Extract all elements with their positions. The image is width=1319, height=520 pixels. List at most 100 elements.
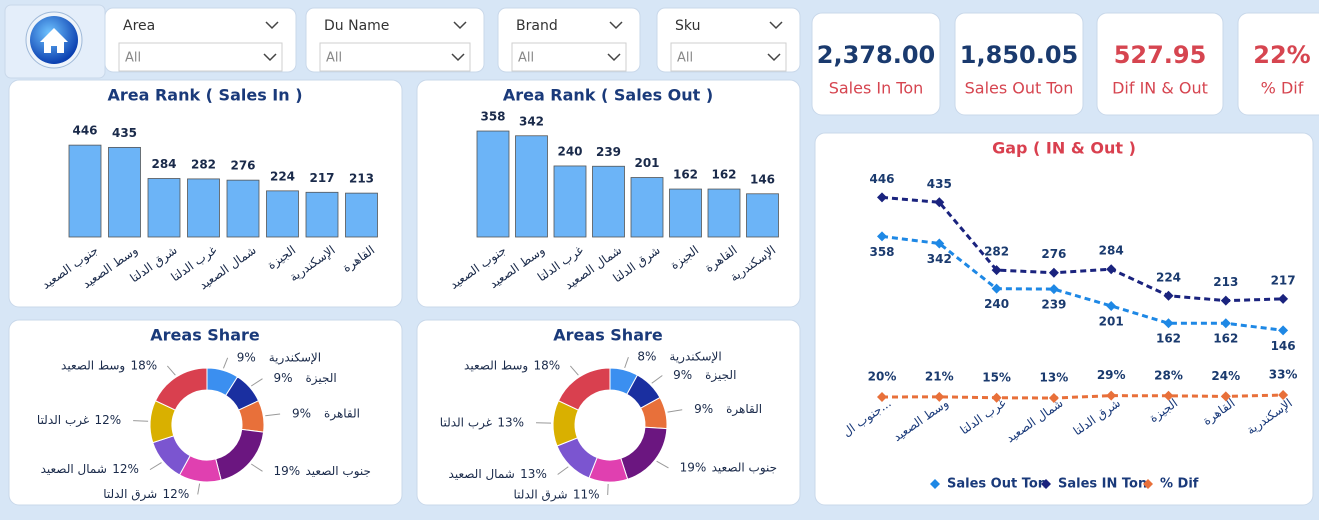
data-point [1048, 284, 1059, 295]
slice-value-label: 11% [573, 487, 600, 501]
chart-card [416, 319, 801, 506]
point-value-label: 239 [1041, 298, 1066, 312]
filter-dropdown[interactable] [511, 42, 627, 72]
slice-category-label: الإسكندرية [269, 350, 321, 365]
bar-value-label: 201 [634, 156, 659, 170]
bar-value-label: 358 [480, 110, 505, 124]
chevron [607, 53, 621, 62]
bar-value-label: 162 [711, 168, 736, 182]
slice-category-label: القاهرة [324, 407, 360, 422]
data-point [1163, 290, 1174, 301]
point-value-label: 29% [1097, 368, 1126, 382]
pie-slice [154, 367, 208, 411]
point-value-label: 15% [982, 370, 1011, 384]
point-value-label: 24% [1211, 369, 1240, 383]
chevron [767, 53, 781, 62]
bar-value-label: 217 [309, 171, 334, 185]
slice-value-label: 13% [520, 467, 547, 481]
slice-value-label: 12% [112, 462, 139, 476]
bar-value-label: 435 [112, 126, 137, 140]
bar-value-label: 282 [191, 157, 216, 171]
slice-category-label: وسط الصعيد [61, 358, 125, 373]
pie-slice [557, 367, 611, 411]
point-value-label: 162 [1213, 332, 1238, 346]
bar [515, 135, 548, 238]
bar [746, 193, 779, 238]
chart-title: Area Rank ( Sales Out ) [503, 86, 713, 105]
point-value-label: 358 [869, 245, 894, 259]
leader-line [149, 462, 162, 471]
chevron [265, 21, 279, 30]
bar [630, 177, 664, 238]
data-point [991, 265, 1002, 276]
series-line [881, 195, 1284, 303]
filter-dropdown[interactable] [118, 42, 283, 72]
point-value-label: 276 [1041, 247, 1066, 261]
data-point [934, 391, 945, 402]
kpi-value: 22% [1253, 41, 1310, 69]
point-value-label: 28% [1154, 368, 1183, 382]
bar-value-label: 162 [673, 168, 698, 182]
filter-dropdown[interactable] [319, 42, 471, 72]
kpi-card [811, 12, 941, 116]
slice-value-label: 19% [274, 464, 301, 478]
bar [266, 190, 299, 238]
point-value-label: 224 [1156, 270, 1181, 284]
bar [476, 130, 510, 238]
point-value-label: 446 [869, 172, 894, 186]
slice-value-label: 9% [274, 371, 293, 385]
slice-value-label: 13% [497, 415, 524, 429]
kpi-card [1096, 12, 1224, 116]
bar-value-label: 276 [230, 159, 255, 173]
data-point [1163, 390, 1174, 401]
data-point [1106, 300, 1117, 311]
leader-line [222, 357, 229, 369]
point-value-label: 435 [927, 177, 952, 191]
data-point [877, 392, 887, 402]
data-point [1106, 390, 1117, 401]
kpi-label: Sales Out Ton [965, 79, 1074, 98]
legend-marker [1041, 479, 1051, 489]
bar [226, 179, 260, 238]
point-value-label: 342 [927, 252, 952, 266]
series-line [881, 234, 1284, 332]
home-button[interactable] [25, 11, 83, 69]
data-point [1163, 318, 1174, 329]
point-value-label: 162 [1156, 332, 1181, 346]
data-point [1220, 391, 1231, 402]
filter-label: Area [123, 18, 155, 34]
filter-dropdown[interactable] [670, 42, 787, 72]
leader-line [166, 365, 176, 376]
kpi-label: % Dif [1261, 79, 1304, 98]
data-point [1278, 293, 1289, 304]
slice-value-label: 18% [131, 358, 158, 372]
filter-value: All [326, 51, 342, 66]
filter-value: All [677, 51, 693, 66]
slice-value-label: 12% [94, 413, 121, 427]
data-point [1220, 318, 1231, 329]
slice-category-label: شمال الصعيد [41, 462, 107, 476]
bar [553, 165, 587, 238]
slice-category-label: جنوب الصعيد [306, 464, 371, 479]
leader-line [250, 463, 263, 472]
data-point [1048, 267, 1059, 278]
bar-value-label: 146 [750, 172, 775, 186]
slice-category-label: الجيزة [306, 371, 337, 386]
data-point [877, 192, 887, 203]
bar-value-label: 213 [349, 172, 374, 186]
legend-label: Sales Out Ton [947, 477, 1047, 492]
data-point [991, 392, 1002, 403]
series-line [881, 393, 1284, 400]
slice-category-label: شمال الصعيد [449, 467, 515, 481]
bar [707, 188, 741, 238]
point-value-label: 20% [868, 370, 897, 384]
legend-label: % Dif [1160, 477, 1199, 492]
kpi-label: Dif IN & Out [1112, 79, 1208, 98]
point-value-label: 217 [1271, 273, 1296, 287]
data-point [1106, 264, 1117, 275]
slice-value-label: 8% [637, 350, 656, 364]
chart-card [8, 319, 403, 506]
bar [305, 191, 339, 238]
bar [108, 146, 141, 238]
bar-value-label: 240 [557, 144, 582, 158]
